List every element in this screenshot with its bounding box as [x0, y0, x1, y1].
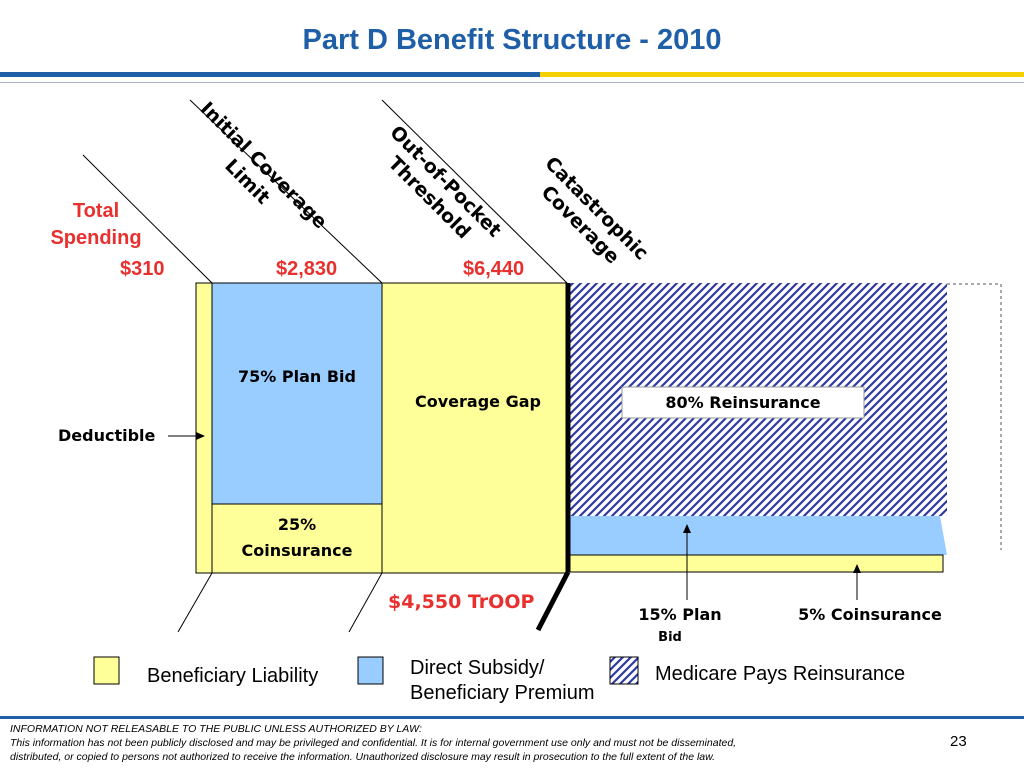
title-rule-yellow [540, 72, 1024, 77]
legend-subsidy-label: Direct Subsidy/ Beneficiary Premium [410, 657, 595, 704]
title-rule-thin [0, 82, 1024, 83]
coverage-gap-label: Coverage Gap [415, 392, 541, 411]
initial-limit-lower-line [348, 572, 383, 633]
coinsurance-25-label: 25% Coinsurance [241, 515, 353, 560]
legend-beneficiary-label: Beneficiary Liability [147, 665, 319, 687]
troop-label: $4,550 TrOOP [388, 591, 535, 613]
plan-bid-segment [211, 282, 383, 505]
plan-15-segment [569, 516, 947, 555]
confidentiality-notice: INFORMATION NOT RELEASABLE TO THE PUBLIC… [10, 723, 737, 763]
page-number: 23 [950, 733, 967, 750]
title-rule-blue [0, 72, 540, 77]
deductible-arrow-head [196, 432, 205, 440]
coverage-gap-segment [381, 282, 568, 574]
legend-reinsurance-swatch [609, 656, 639, 685]
footer-rule [0, 716, 1024, 719]
oop-diagonal-line [381, 99, 568, 284]
reinsurance-80-label: 80% Reinsurance [665, 393, 821, 412]
reinsurance-label-box [621, 386, 865, 419]
initial-limit-amount: $2,830 [276, 258, 338, 280]
plan-bid-label: 75% Plan Bid [238, 367, 356, 386]
deductible-lower-line [177, 572, 213, 633]
deductible-amount: $310 [120, 258, 165, 280]
plan-15-bid-label: Bid [658, 630, 682, 645]
coinsurance-5-arrow-head [853, 564, 861, 573]
plan-15-label: 15% Plan [638, 605, 722, 624]
legend-beneficiary-swatch [93, 656, 120, 685]
deductible-segment [195, 282, 213, 574]
legend-reinsurance-label: Medicare Pays Reinsurance [655, 663, 906, 685]
deductible-diagonal-line [82, 154, 213, 284]
oop-boundary-slant [535, 570, 571, 632]
coinsurance-5-segment [568, 554, 944, 573]
oop-amount: $6,440 [463, 258, 525, 280]
initial-limit-diagonal-line [189, 99, 383, 284]
deductible-callout: Deductible [58, 426, 156, 445]
legend-subsidy-swatch [357, 656, 384, 685]
total-spending-label: Total Spending [50, 200, 142, 249]
page-title: Part D Benefit Structure - 2010 [302, 24, 722, 56]
coinsurance-25-segment [211, 503, 383, 574]
coinsurance-5-label: 5% Coinsurance [798, 605, 942, 624]
plan-15-arrow-head [683, 524, 691, 533]
